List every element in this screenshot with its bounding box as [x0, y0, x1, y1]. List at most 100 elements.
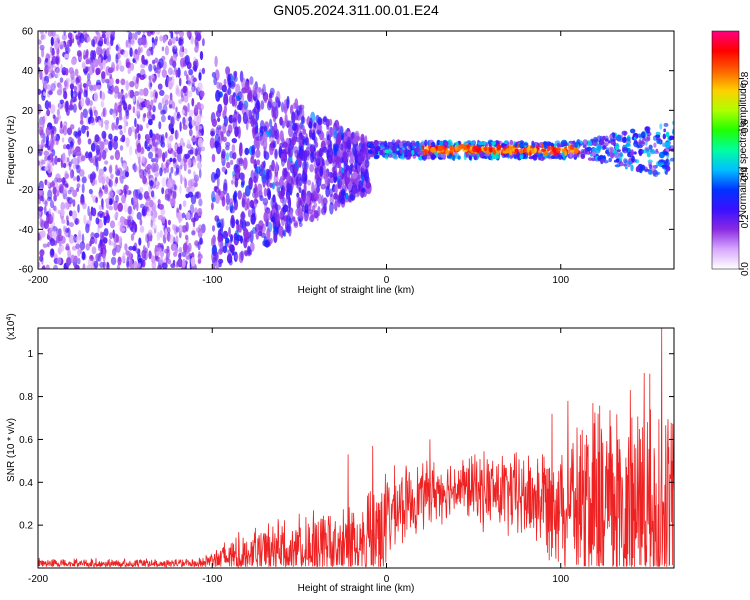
spectrogram-cell: [527, 146, 530, 153]
x-tick-label: 100: [552, 574, 569, 585]
spectrogram-cell: [263, 236, 268, 247]
spectrogram-cell: [177, 212, 183, 222]
spectrogram-cell: [267, 189, 272, 201]
spectrogram-cell: [531, 143, 536, 147]
spectrogram-cell: [375, 146, 381, 152]
spectrogram-cell: [44, 31, 48, 34]
spectrogram-cell: [186, 139, 191, 148]
spectrogram-cell: [42, 243, 48, 248]
spectrogram-cell: [77, 257, 81, 265]
spectrogram-cell: [626, 141, 631, 147]
spectrogram-cell: [153, 162, 158, 172]
spectrogram-cell: [177, 258, 183, 268]
spectrogram-cell: [66, 127, 73, 136]
spectrogram-cell: [67, 248, 71, 259]
spectrogram-cell: [172, 60, 177, 68]
spectrogram-cell: [199, 50, 204, 61]
spectrogram-cell: [190, 257, 196, 267]
spectrogram-cell: [89, 211, 93, 222]
spectrogram-cell: [147, 238, 150, 249]
spectrogram-cell: [266, 208, 271, 221]
spectrogram-cell: [555, 147, 561, 153]
spectrogram-cell: [45, 139, 49, 147]
colorbar-tick-label: 0.8: [740, 71, 750, 85]
spectrogram-cell: [147, 229, 153, 236]
spectrogram-cell: [39, 249, 45, 257]
spectrogram-cell: [630, 164, 634, 172]
spectrogram-cell: [663, 160, 669, 165]
spectrogram-cell: [238, 157, 244, 165]
spectrogram-cell: [547, 142, 552, 147]
spectrogram-cell: [175, 129, 178, 140]
spectrogram-cell: [186, 250, 191, 260]
spectrogram-cell: [57, 234, 63, 242]
spectrogram-cell: [596, 145, 602, 152]
spectrogram-cell: [449, 145, 453, 151]
spectrogram-cell: [125, 171, 129, 178]
spectrogram-cell: [317, 116, 323, 126]
spectrogram-cell: [302, 128, 307, 135]
spectrogram-cell: [60, 208, 65, 217]
spectrogram-cell: [109, 73, 113, 80]
spectrogram-cell: [63, 31, 66, 36]
spectrogram-cell: [333, 144, 338, 156]
spectrogram-cell: [342, 184, 346, 192]
spectrogram-cell: [132, 96, 136, 102]
spectrogram-cell: [104, 78, 110, 84]
spectrogram-cell: [329, 202, 334, 215]
spectrogram-cell: [179, 121, 182, 132]
spectrogram-cell: [622, 147, 629, 154]
spectrogram-cell: [168, 80, 173, 90]
spectrogram-cell: [136, 31, 142, 36]
spectrogram-cell: [136, 211, 142, 220]
spectrogram-cell: [198, 114, 203, 119]
spectrogram-cell: [659, 123, 663, 130]
spectrogram-cell: [293, 166, 299, 174]
spectrogram-cell: [114, 149, 121, 161]
spectrogram-cell: [160, 136, 164, 142]
spectrogram-cell: [664, 141, 671, 149]
spectrogram-cell: [128, 246, 134, 251]
spectrogram-cell: [313, 210, 319, 219]
spectrogram-cell: [74, 68, 79, 77]
spectrogram-cell: [225, 237, 230, 244]
spectrogram-cell: [149, 31, 154, 35]
spectrogram-cell: [339, 143, 344, 151]
spectrogram-cell: [57, 157, 61, 163]
spectrogram-cell: [70, 124, 75, 130]
spectrogram-cell: [574, 142, 578, 149]
spectrogram-cell: [364, 171, 369, 183]
spectrogram-cell: [153, 97, 157, 103]
spectrogram-cell: [85, 223, 90, 234]
spectrogram-cell: [457, 155, 461, 160]
spectrogram-cell: [263, 211, 268, 223]
spectrogram-cell: [53, 205, 57, 212]
spectrogram-cell: [222, 230, 229, 240]
spectrogram-cell: [111, 122, 115, 131]
spectrogram-cell: [213, 186, 217, 193]
spectrogram-cell: [79, 198, 86, 206]
spectrogram-cell: [603, 142, 609, 147]
spectrogram-cell: [644, 168, 650, 172]
spectrogram-cell: [165, 132, 168, 139]
spectrogram-cell: [570, 149, 575, 154]
spectrogram-cell: [66, 220, 70, 226]
spectrogram-cell: [70, 76, 76, 85]
spectrogram-cell: [223, 104, 227, 114]
spectrogram-cell: [229, 159, 234, 166]
spectrogram-cell: [89, 240, 92, 247]
spectrogram-cell: [188, 128, 193, 137]
spectrogram-cell: [161, 177, 167, 188]
spectrogram-cell: [176, 207, 180, 213]
spectrogram-cell: [121, 134, 126, 143]
spectrogram-cell: [235, 219, 239, 225]
spectrogram-cell: [217, 117, 221, 123]
spectrogram-cell: [151, 37, 155, 44]
spectrogram-cell: [226, 161, 231, 169]
spectrogram-cell: [125, 39, 129, 48]
spectrogram-cell: [87, 73, 91, 81]
spectrogram-cell: [653, 150, 660, 154]
spectrogram-cell: [38, 56, 42, 65]
spectrogram-cell: [503, 140, 509, 145]
spectrogram-cell: [62, 176, 66, 186]
